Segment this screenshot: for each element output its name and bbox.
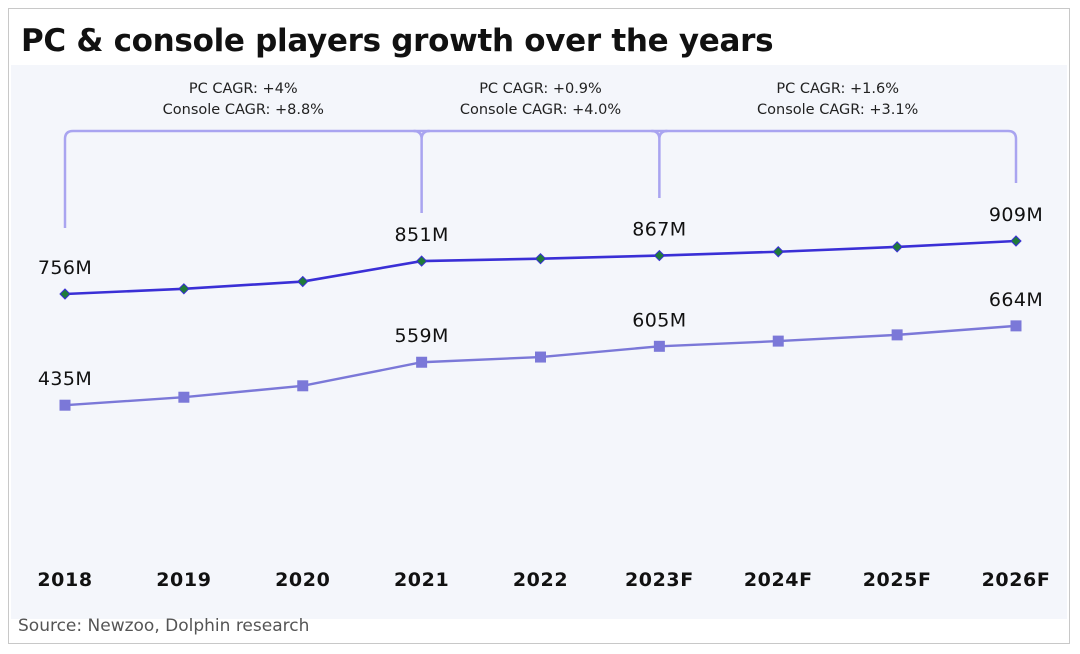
cagr-bracket-divider: [413, 129, 430, 213]
source-note: Source: Newzoo, Dolphin research: [18, 616, 310, 636]
series-1-point-2020: [297, 380, 309, 392]
series-1-point-2024F: [772, 335, 784, 347]
series-0-point-2025F: [891, 241, 903, 253]
x-tick-2025F: 2025F: [863, 569, 932, 591]
cagr-annotation-text: PC CAGR: +0.9%: [479, 81, 602, 97]
series-0-point-2026F: [1010, 235, 1022, 247]
x-tick-2020: 2020: [275, 569, 330, 591]
x-tick-2026F: 2026F: [982, 569, 1051, 591]
data-label-series-0-2021: 851M: [394, 224, 448, 246]
cagr-bracket-divider: [651, 129, 668, 198]
series-0-point-2018: [59, 288, 71, 300]
chart-frame: PC & console players growth over the yea…: [8, 8, 1070, 644]
series-0-point-2024F: [772, 246, 784, 258]
data-label-series-1-2021: 559M: [394, 325, 448, 347]
x-tick-2024F: 2024F: [744, 569, 813, 591]
cagr-annotation-text: PC CAGR: +4%: [189, 81, 298, 97]
chart-title: PC & console players growth over the yea…: [21, 23, 774, 59]
x-tick-2021: 2021: [394, 569, 449, 591]
series-1-point-2022: [535, 351, 546, 363]
series-1-point-2025F: [891, 329, 903, 341]
data-label-series-0-2026F: 909M: [989, 204, 1043, 226]
series-0-point-2020: [297, 275, 309, 288]
cagr-brackets: PC CAGR: +4% Console CAGR: +8.8% PC CAGR: …: [63, 81, 1018, 228]
series-1-point-2019: [178, 391, 190, 403]
data-label-series-0-2023F: 867M: [632, 219, 686, 241]
x-tick-2023F: 2023F: [625, 569, 694, 591]
series-0-point-2021: [415, 255, 428, 267]
plot-area: [11, 65, 1067, 619]
x-tick-2022: 2022: [513, 569, 568, 591]
data-label-series-0-2018: 756M: [38, 257, 92, 279]
x-tick-2019: 2019: [156, 569, 211, 591]
data-labels: 756M 851M 867M 909M 435M 559M 605M 664M: [38, 204, 1043, 390]
series-0-point-2023F: [653, 249, 666, 262]
cagr-annotation-text: Console CAGR: +4.0%: [460, 102, 621, 118]
x-tick-2018: 2018: [37, 569, 92, 591]
cagr-annotation-text: Console CAGR: +8.8%: [163, 102, 324, 118]
series-1-point-2026F: [1010, 320, 1022, 332]
cagr-annotation-text: Console CAGR: +3.1%: [757, 102, 918, 118]
cagr-bracket-outline: [63, 129, 1018, 228]
series-0-point-2019: [178, 283, 190, 295]
series-markers: [59, 235, 1022, 411]
series-1-point-2021: [416, 356, 428, 368]
data-label-series-1-2026F: 664M: [989, 289, 1043, 311]
series-1-point-2018: [59, 399, 71, 411]
x-axis-ticks: 2018 2019 2020 2021 2022 2023F 2024F 2025F 2026F: [37, 569, 1051, 591]
cagr-annotation-text: PC CAGR: +1.6%: [776, 81, 899, 97]
series-1-point-2023F: [653, 340, 665, 352]
series-0-point-2022: [534, 252, 547, 265]
data-label-series-1-2023F: 605M: [632, 309, 686, 331]
series-line-0: [64, 239, 1017, 296]
series-line-1: [64, 324, 1017, 407]
series-lines: [64, 239, 1017, 407]
data-label-series-1-2018: 435M: [38, 368, 92, 390]
